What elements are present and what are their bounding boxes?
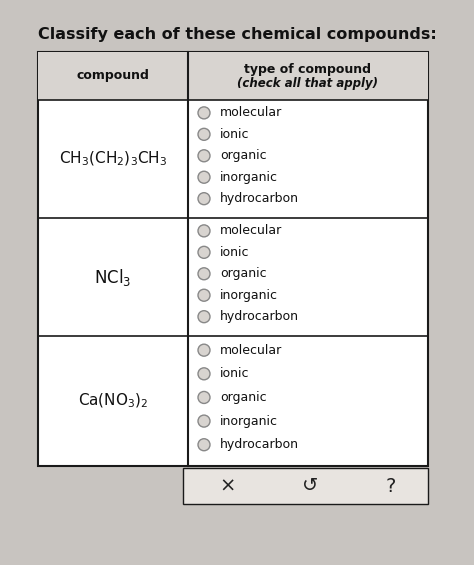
Text: $\mathrm{Ca(NO_3)_2}$: $\mathrm{Ca(NO_3)_2}$ [78,392,148,410]
Text: hydrocarbon: hydrocarbon [220,310,299,323]
Circle shape [198,392,210,403]
Circle shape [198,415,210,427]
Circle shape [198,311,210,323]
Text: ionic: ionic [220,246,249,259]
Circle shape [198,193,210,205]
Circle shape [198,150,210,162]
Text: ×: × [219,476,235,496]
Text: type of compound: type of compound [245,63,372,76]
Text: molecular: molecular [220,224,282,237]
Text: ionic: ionic [220,367,249,380]
Circle shape [198,368,210,380]
Text: ionic: ionic [220,128,249,141]
Circle shape [198,268,210,280]
Circle shape [198,439,210,451]
Text: (check all that apply): (check all that apply) [237,76,379,89]
Text: hydrocarbon: hydrocarbon [220,438,299,451]
Text: molecular: molecular [220,344,282,357]
Text: ?: ? [386,476,396,496]
Circle shape [198,107,210,119]
Text: inorganic: inorganic [220,415,278,428]
FancyBboxPatch shape [38,52,428,100]
Text: compound: compound [77,69,149,82]
Circle shape [198,246,210,258]
FancyBboxPatch shape [183,468,428,504]
Text: inorganic: inorganic [220,171,278,184]
Circle shape [198,344,210,356]
Text: inorganic: inorganic [220,289,278,302]
Text: hydrocarbon: hydrocarbon [220,192,299,205]
FancyBboxPatch shape [38,52,428,466]
Text: ↺: ↺ [302,476,319,496]
Text: $\mathrm{CH_3}(\mathrm{CH_2})_3\mathrm{CH_3}$: $\mathrm{CH_3}(\mathrm{CH_2})_3\mathrm{C… [59,150,167,168]
Circle shape [198,128,210,140]
Text: molecular: molecular [220,106,282,119]
Text: Classify each of these chemical compounds:: Classify each of these chemical compound… [38,27,437,42]
Circle shape [198,171,210,183]
Text: organic: organic [220,391,266,404]
Text: $\mathrm{NCl_3}$: $\mathrm{NCl_3}$ [94,267,132,288]
Circle shape [198,289,210,301]
Text: organic: organic [220,267,266,280]
Circle shape [198,225,210,237]
Text: organic: organic [220,149,266,162]
